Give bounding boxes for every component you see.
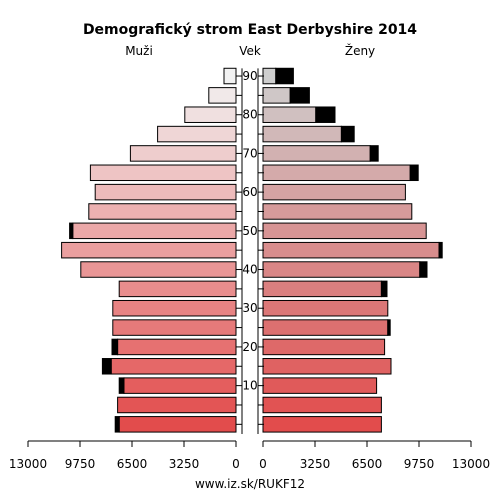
female-bar — [262, 87, 291, 104]
male-x-axis: 13000 9750 6500 3250 0 — [9, 440, 240, 471]
male-bar — [80, 261, 237, 278]
male-bar — [94, 183, 237, 201]
female-bar — [262, 106, 317, 123]
male-surplus-bar — [118, 377, 125, 394]
age-tick-label: 60 — [242, 185, 257, 199]
female-label: Ženy — [345, 43, 375, 58]
age-tick-label: 20 — [242, 340, 257, 354]
male-bars — [61, 67, 237, 433]
female-bar — [262, 396, 382, 414]
male-bar — [117, 338, 237, 356]
female-surplus-bar — [419, 261, 428, 278]
male-x-tick-label: 3250 — [169, 457, 200, 471]
male-bar — [112, 299, 237, 317]
female-x-tick-label: 9750 — [404, 457, 435, 471]
age-tick-label: 70 — [242, 146, 257, 160]
female-bar — [262, 125, 342, 143]
male-label: Muži — [125, 44, 153, 58]
age-tick-label: 50 — [242, 224, 257, 238]
female-bar — [262, 164, 411, 182]
male-surplus-bar — [101, 358, 112, 375]
female-x-tick-label: 0 — [259, 457, 267, 471]
male-bar — [208, 87, 237, 104]
female-surplus-bar — [387, 319, 391, 336]
female-surplus-bar — [438, 241, 443, 259]
female-surplus-bar — [369, 145, 379, 162]
male-surplus-bar — [114, 416, 120, 433]
female-surplus-bar — [289, 87, 310, 104]
female-bar — [262, 145, 371, 162]
male-bar — [118, 280, 237, 298]
female-bar — [262, 280, 382, 298]
female-bar — [262, 416, 382, 433]
age-label: Vek — [239, 44, 261, 58]
male-bar — [112, 319, 237, 336]
age-tick-label: 30 — [242, 301, 257, 315]
male-bar — [89, 164, 237, 182]
female-bar — [262, 299, 389, 317]
male-bar — [61, 241, 237, 259]
female-bar — [262, 358, 392, 375]
male-surplus-bar — [111, 338, 119, 356]
footer-source: www.iz.sk/RUKF12 — [195, 477, 305, 491]
male-x-tick-label: 0 — [232, 457, 240, 471]
male-bar — [157, 125, 237, 143]
female-surplus-bar — [275, 67, 294, 85]
male-x-tick-label: 9750 — [65, 457, 96, 471]
male-bar — [88, 203, 237, 220]
age-tick-label: 10 — [242, 379, 257, 393]
female-x-tick-label: 13000 — [452, 457, 490, 471]
male-bar — [118, 416, 237, 433]
male-x-tick-label: 13000 — [9, 457, 47, 471]
female-bar — [262, 222, 427, 240]
male-bar — [223, 67, 237, 85]
female-surplus-bar — [409, 164, 419, 182]
female-surplus-bar — [380, 280, 388, 298]
female-bar — [262, 203, 413, 220]
female-bar — [262, 183, 406, 201]
male-bar — [117, 396, 237, 414]
female-bar — [262, 377, 378, 394]
female-surplus-bar — [340, 125, 355, 143]
male-bar — [123, 377, 237, 394]
chart-title: Demografický strom East Derbyshire 2014 — [83, 22, 417, 38]
male-surplus-bar — [69, 222, 74, 240]
male-bar — [129, 145, 237, 162]
male-x-tick-label: 6500 — [117, 457, 148, 471]
male-bar — [72, 222, 237, 240]
female-surplus-bar — [315, 106, 336, 123]
female-x-axis: 13000 9750 6500 3250 0 — [259, 440, 490, 471]
age-tick-label: 40 — [242, 263, 257, 277]
female-bar — [262, 241, 440, 259]
female-bar — [262, 319, 389, 336]
male-bar — [184, 106, 237, 123]
female-bar — [262, 261, 421, 278]
age-tick-label: 80 — [242, 108, 257, 122]
female-x-tick-label: 6500 — [352, 457, 383, 471]
age-axis: 10 20 30 40 50 60 70 80 90 — [236, 68, 264, 434]
male-bar — [110, 358, 237, 375]
female-bars — [262, 67, 443, 433]
female-bar — [262, 338, 386, 356]
age-tick-label: 90 — [242, 69, 257, 83]
female-bar — [262, 67, 277, 85]
female-x-tick-label: 3250 — [300, 457, 331, 471]
